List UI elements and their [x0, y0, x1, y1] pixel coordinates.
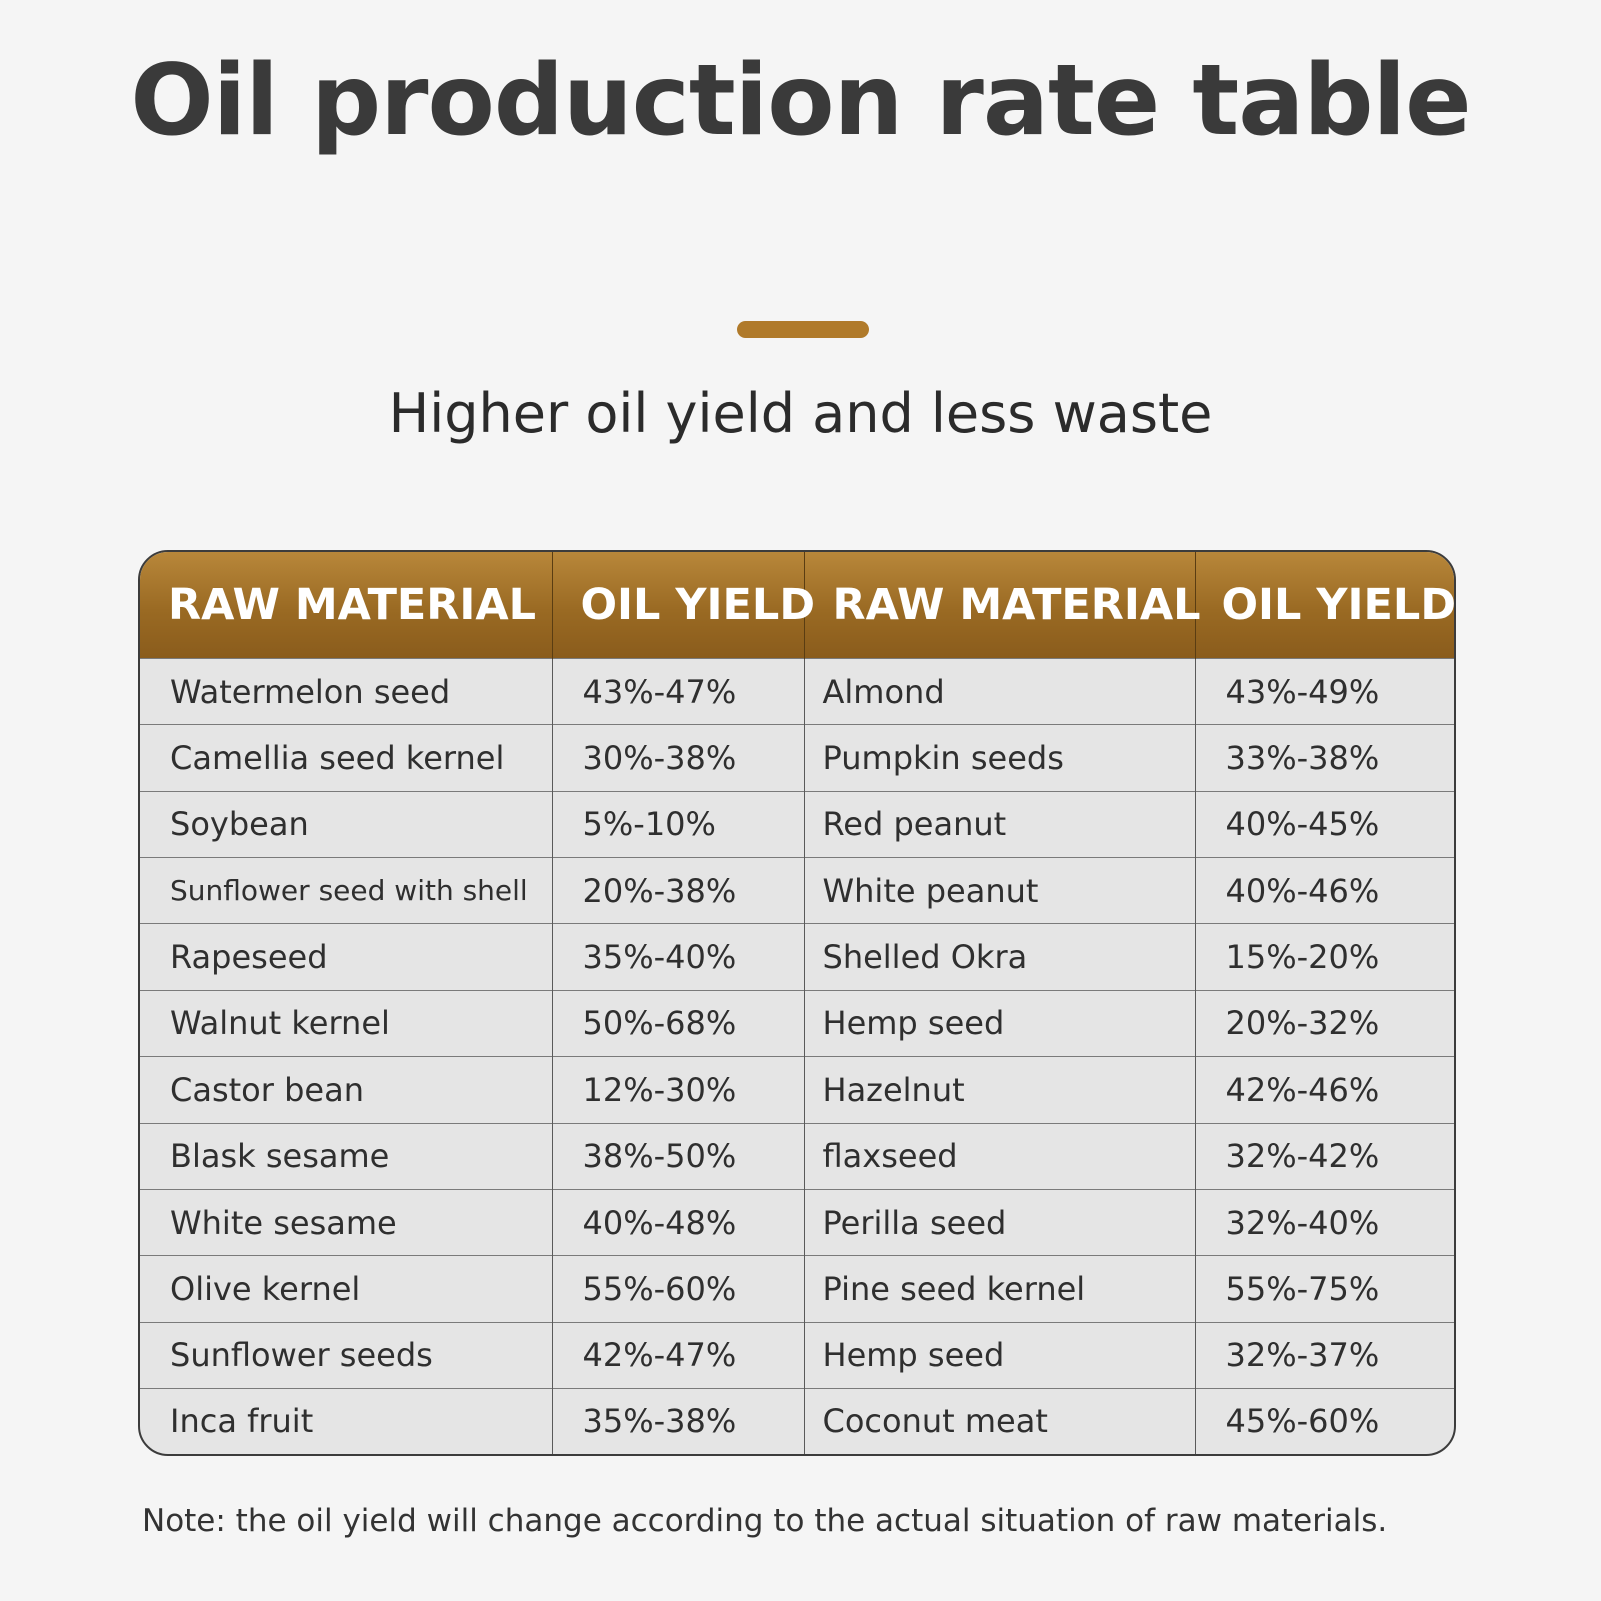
- yield-cell: 43%-49%: [1195, 657, 1454, 725]
- material-cell: Hemp seed: [804, 989, 1196, 1057]
- page-subtitle: Higher oil yield and less waste: [388, 382, 1213, 445]
- material-cell: Inca fruit: [140, 1387, 553, 1454]
- yield-cell: 40%-48%: [552, 1188, 805, 1256]
- material-cell: Pumpkin seeds: [804, 724, 1196, 792]
- footer-note: Note: the oil yield will change accordin…: [142, 1503, 1388, 1539]
- material-cell: Hemp seed: [804, 1321, 1196, 1389]
- yield-cell: 42%-47%: [552, 1321, 805, 1389]
- material-cell: Pine seed kernel: [804, 1255, 1196, 1323]
- yield-cell: 35%-40%: [552, 923, 805, 991]
- table-row: Rapeseed 35%-40% Shelled Okra 15%-20%: [140, 923, 1454, 991]
- material-cell: Walnut kernel: [140, 989, 553, 1057]
- column-header-raw-material-2: RAW MATERIAL: [804, 552, 1201, 659]
- table-row: Camellia seed kernel 30%-38% Pumpkin see…: [140, 724, 1454, 792]
- material-cell: Coconut meat: [804, 1387, 1196, 1454]
- material-cell: Soybean: [140, 790, 553, 858]
- material-cell: Watermelon seed: [140, 657, 553, 725]
- column-header-raw-material: RAW MATERIAL: [140, 552, 553, 659]
- yield-cell: 45%-60%: [1195, 1387, 1454, 1454]
- material-cell: flaxseed: [804, 1122, 1196, 1190]
- yield-cell: 42%-46%: [1195, 1056, 1454, 1124]
- yield-cell: 40%-46%: [1195, 857, 1454, 924]
- yield-cell: 32%-37%: [1195, 1321, 1454, 1389]
- yield-cell: 33%-38%: [1195, 724, 1454, 792]
- table-row: Castor bean 12%-30% Hazelnut 42%-46%: [140, 1056, 1454, 1124]
- material-cell: White sesame: [140, 1188, 553, 1256]
- table-row: Soybean 5%-10% Red peanut 40%-45%: [140, 790, 1454, 858]
- material-cell: Red peanut: [804, 790, 1196, 858]
- yield-cell: 5%-10%: [552, 790, 805, 858]
- table-header-row: RAW MATERIAL OIL YIELD RAW MATERIAL OIL …: [140, 552, 1454, 659]
- yield-cell: 32%-42%: [1195, 1122, 1454, 1190]
- yield-cell: 40%-45%: [1195, 790, 1454, 858]
- yield-cell: 50%-68%: [552, 989, 805, 1057]
- material-cell: Olive kernel: [140, 1255, 553, 1323]
- table-row: Sunflower seed with shell 20%-38% White …: [140, 857, 1454, 924]
- table-row: Watermelon seed 43%-47% Almond 43%-49%: [140, 657, 1454, 725]
- table-row: Inca fruit 35%-38% Coconut meat 45%-60%: [140, 1387, 1454, 1454]
- column-header-oil-yield-2: OIL YIELD: [1195, 552, 1454, 659]
- yield-cell: 55%-75%: [1195, 1255, 1454, 1323]
- table-row: Blask sesame 38%-50% flaxseed 32%-42%: [140, 1122, 1454, 1190]
- yield-cell: 20%-32%: [1195, 989, 1454, 1057]
- material-cell: Sunflower seed with shell: [140, 857, 553, 924]
- column-header-oil-yield: OIL YIELD: [552, 552, 815, 659]
- material-cell: Sunflower seeds: [140, 1321, 553, 1389]
- yield-cell: 20%-38%: [552, 857, 805, 924]
- yield-cell: 38%-50%: [552, 1122, 805, 1190]
- yield-cell: 30%-38%: [552, 724, 805, 792]
- table-row: Olive kernel 55%-60% Pine seed kernel 55…: [140, 1255, 1454, 1323]
- yield-cell: 35%-38%: [552, 1387, 805, 1454]
- material-cell: Hazelnut: [804, 1056, 1196, 1124]
- yield-cell: 32%-40%: [1195, 1188, 1454, 1256]
- material-cell: Perilla seed: [804, 1188, 1196, 1256]
- material-cell: White peanut: [804, 857, 1196, 924]
- yield-cell: 12%-30%: [552, 1056, 805, 1124]
- yield-cell: 43%-47%: [552, 657, 805, 725]
- table-row: White sesame 40%-48% Perilla seed 32%-40…: [140, 1188, 1454, 1256]
- material-cell: Camellia seed kernel: [140, 724, 553, 792]
- oil-yield-table: RAW MATERIAL OIL YIELD RAW MATERIAL OIL …: [138, 550, 1456, 1456]
- yield-cell: 55%-60%: [552, 1255, 805, 1323]
- table-row: Sunflower seeds 42%-47% Hemp seed 32%-37…: [140, 1321, 1454, 1389]
- material-cell: Castor bean: [140, 1056, 553, 1124]
- table-row: Walnut kernel 50%-68% Hemp seed 20%-32%: [140, 989, 1454, 1057]
- yield-cell: 15%-20%: [1195, 923, 1454, 991]
- material-cell: Blask sesame: [140, 1122, 553, 1190]
- page-title: Oil production rate table: [130, 44, 1471, 158]
- material-cell: Almond: [804, 657, 1196, 725]
- material-cell: Rapeseed: [140, 923, 553, 991]
- material-cell: Shelled Okra: [804, 923, 1196, 991]
- accent-divider: [737, 321, 869, 338]
